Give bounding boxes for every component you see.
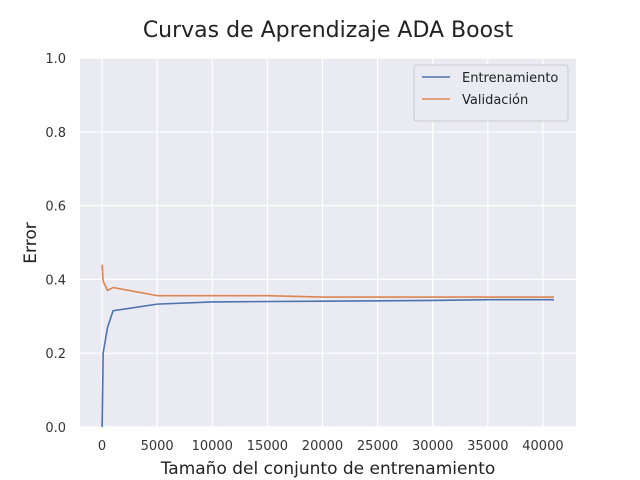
y-tick-label: 0.8 [45, 126, 66, 141]
chart-title: Curvas de Aprendizaje ADA Boost [143, 18, 514, 43]
series-line-1 [101, 298, 554, 428]
x-tick-label: 30000 [412, 439, 453, 454]
x-tick-label: 20000 [302, 439, 343, 454]
y-tick-label: 1.0 [45, 52, 66, 67]
legend-label-2: Validación [462, 93, 528, 108]
y-tick-label: 0.4 [45, 273, 66, 288]
legend-box [413, 64, 569, 122]
x-tick-label: 5000 [141, 439, 174, 454]
x-axis-label: Tamaño del conjunto de entrenamiento [160, 459, 496, 479]
legend: Entrenamiento Validación [413, 64, 569, 122]
series-line-2 [101, 264, 554, 298]
y-tick-label: 0.2 [45, 347, 66, 362]
x-tick-label: 15000 [247, 439, 288, 454]
x-tick-label: 10000 [192, 439, 233, 454]
legend-label-1: Entrenamiento [462, 71, 558, 86]
y-tick-label: 0.0 [45, 421, 66, 436]
x-tick-label: 40000 [522, 439, 563, 454]
series-layer [101, 264, 554, 428]
x-tick-label: 25000 [357, 439, 398, 454]
y-tick-label: 0.6 [45, 200, 66, 215]
y-axis-label: Error [21, 222, 41, 263]
x-tick-label: 0 [98, 439, 106, 454]
x-tick-label: 35000 [467, 439, 508, 454]
tick-labels: 0 5000 10000 15000 20000 25000 30000 35000 40000… [45, 52, 563, 454]
